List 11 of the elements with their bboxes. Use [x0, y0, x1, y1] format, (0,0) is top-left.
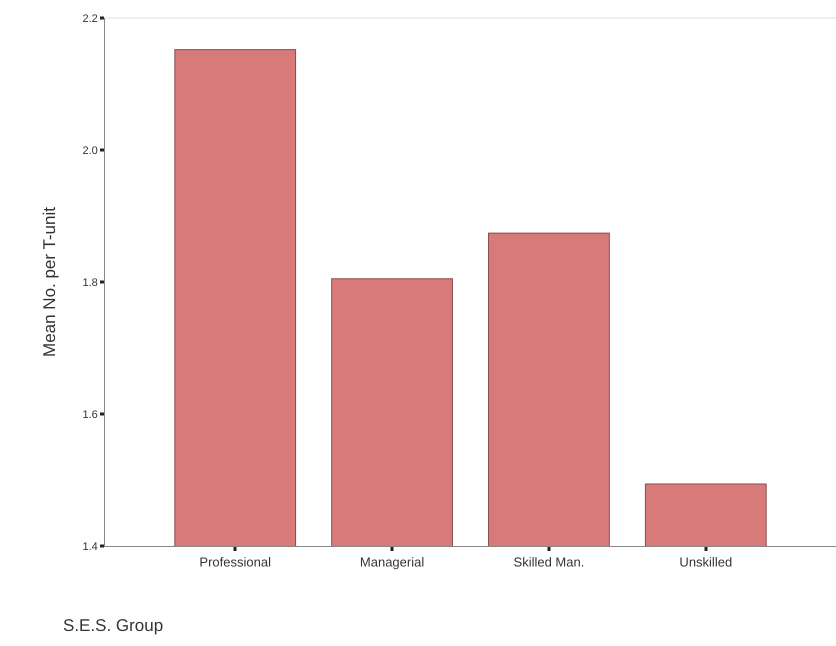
y-tick-label: 2.0: [82, 144, 98, 157]
x-tick-label: Professional: [199, 554, 272, 570]
x-tick-label: Unskilled: [679, 554, 732, 570]
x-tick-label: Skilled Man.: [514, 554, 584, 570]
y-tick-label: 1.6: [82, 408, 98, 421]
y-tick-label: 1.8: [82, 276, 98, 289]
y-axis-title: Mean No. per T-unit: [40, 206, 60, 357]
y-tick-label: 2.2: [82, 12, 98, 25]
x-axis-title: S.E.S. Group: [63, 616, 164, 635]
x-tick-label: Managerial: [360, 554, 424, 570]
y-tick-label: 1.4: [82, 540, 98, 553]
